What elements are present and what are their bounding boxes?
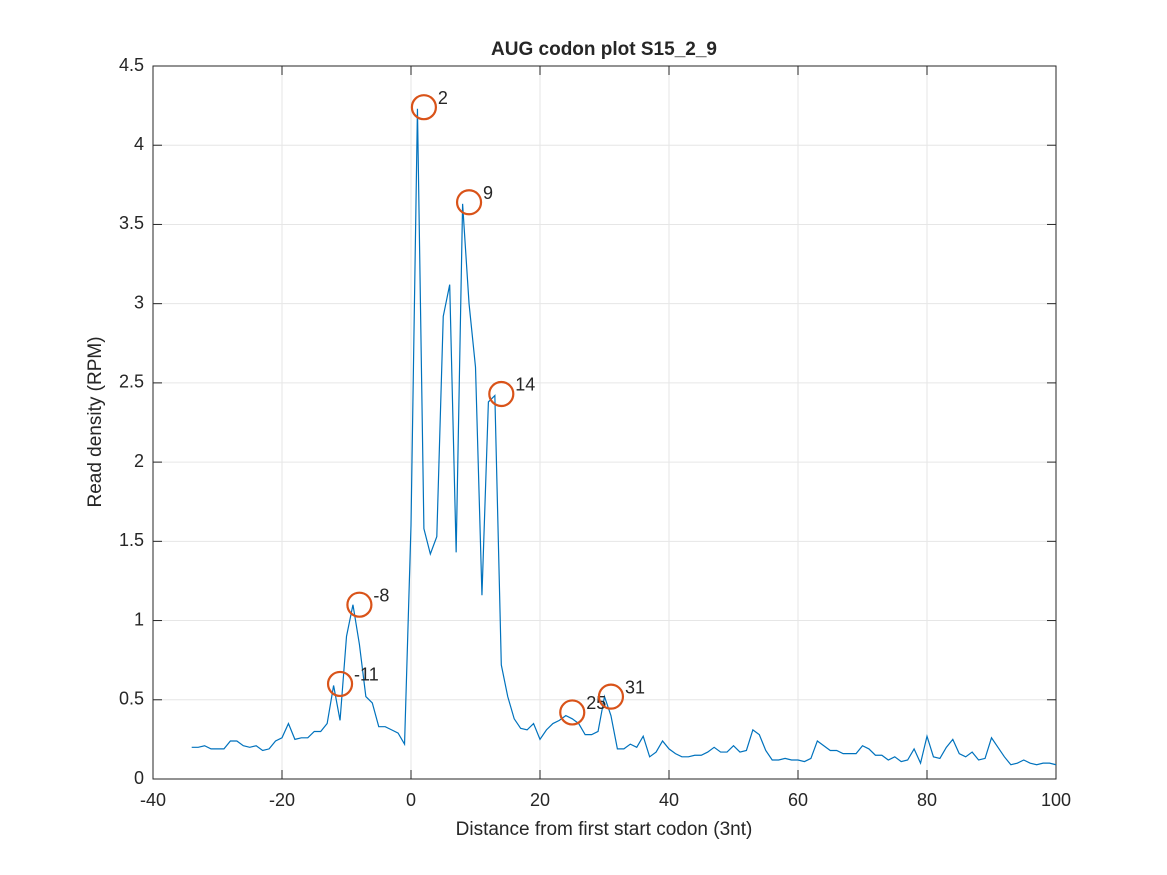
y-tick-label: 4 (134, 134, 144, 154)
x-tick-label: -40 (140, 790, 166, 810)
x-tick-label: 60 (788, 790, 808, 810)
peak-label: -8 (373, 585, 389, 605)
peak-label: 25 (586, 693, 606, 713)
plot-frame (152, 65, 1057, 780)
y-tick-label: 3 (134, 292, 144, 312)
x-tick-label: 0 (406, 790, 416, 810)
data-line (191, 108, 1057, 766)
y-tick-label: 3.5 (119, 213, 144, 233)
peak-label: -11 (354, 665, 379, 685)
y-tick-label: 2.5 (119, 372, 144, 392)
x-tick-label: 80 (917, 790, 937, 810)
x-tick-label: 100 (1041, 790, 1071, 810)
y-tick-label: 4.5 (119, 55, 144, 75)
peak-marker (597, 683, 625, 710)
y-tick-label: 0 (134, 768, 144, 788)
y-tick-label: 1 (134, 609, 144, 629)
peak-label: 2 (438, 88, 448, 108)
y-tick-label: 2 (134, 451, 144, 471)
x-tick-label: -20 (269, 790, 295, 810)
peak-marker (346, 591, 373, 618)
peak-marker (326, 670, 354, 698)
y-axis-label: Read density (RPM) (85, 336, 106, 507)
peak-label: 9 (483, 183, 493, 203)
x-tick-label: 20 (530, 790, 550, 810)
y-tick-label: 1.5 (119, 530, 144, 550)
peak-marker (488, 380, 515, 408)
y-tick-label: 0.5 (119, 689, 144, 709)
chart-title: AUG codon plot S15_2_9 (491, 39, 717, 60)
peak-label: 31 (625, 677, 645, 697)
x-axis-label: Distance from first start codon (3nt) (456, 819, 753, 840)
x-tick-label: 40 (659, 790, 679, 810)
peak-marker (455, 189, 483, 216)
peak-label: 14 (515, 375, 535, 395)
peak-marker (559, 699, 586, 726)
peak-marker (410, 94, 437, 121)
